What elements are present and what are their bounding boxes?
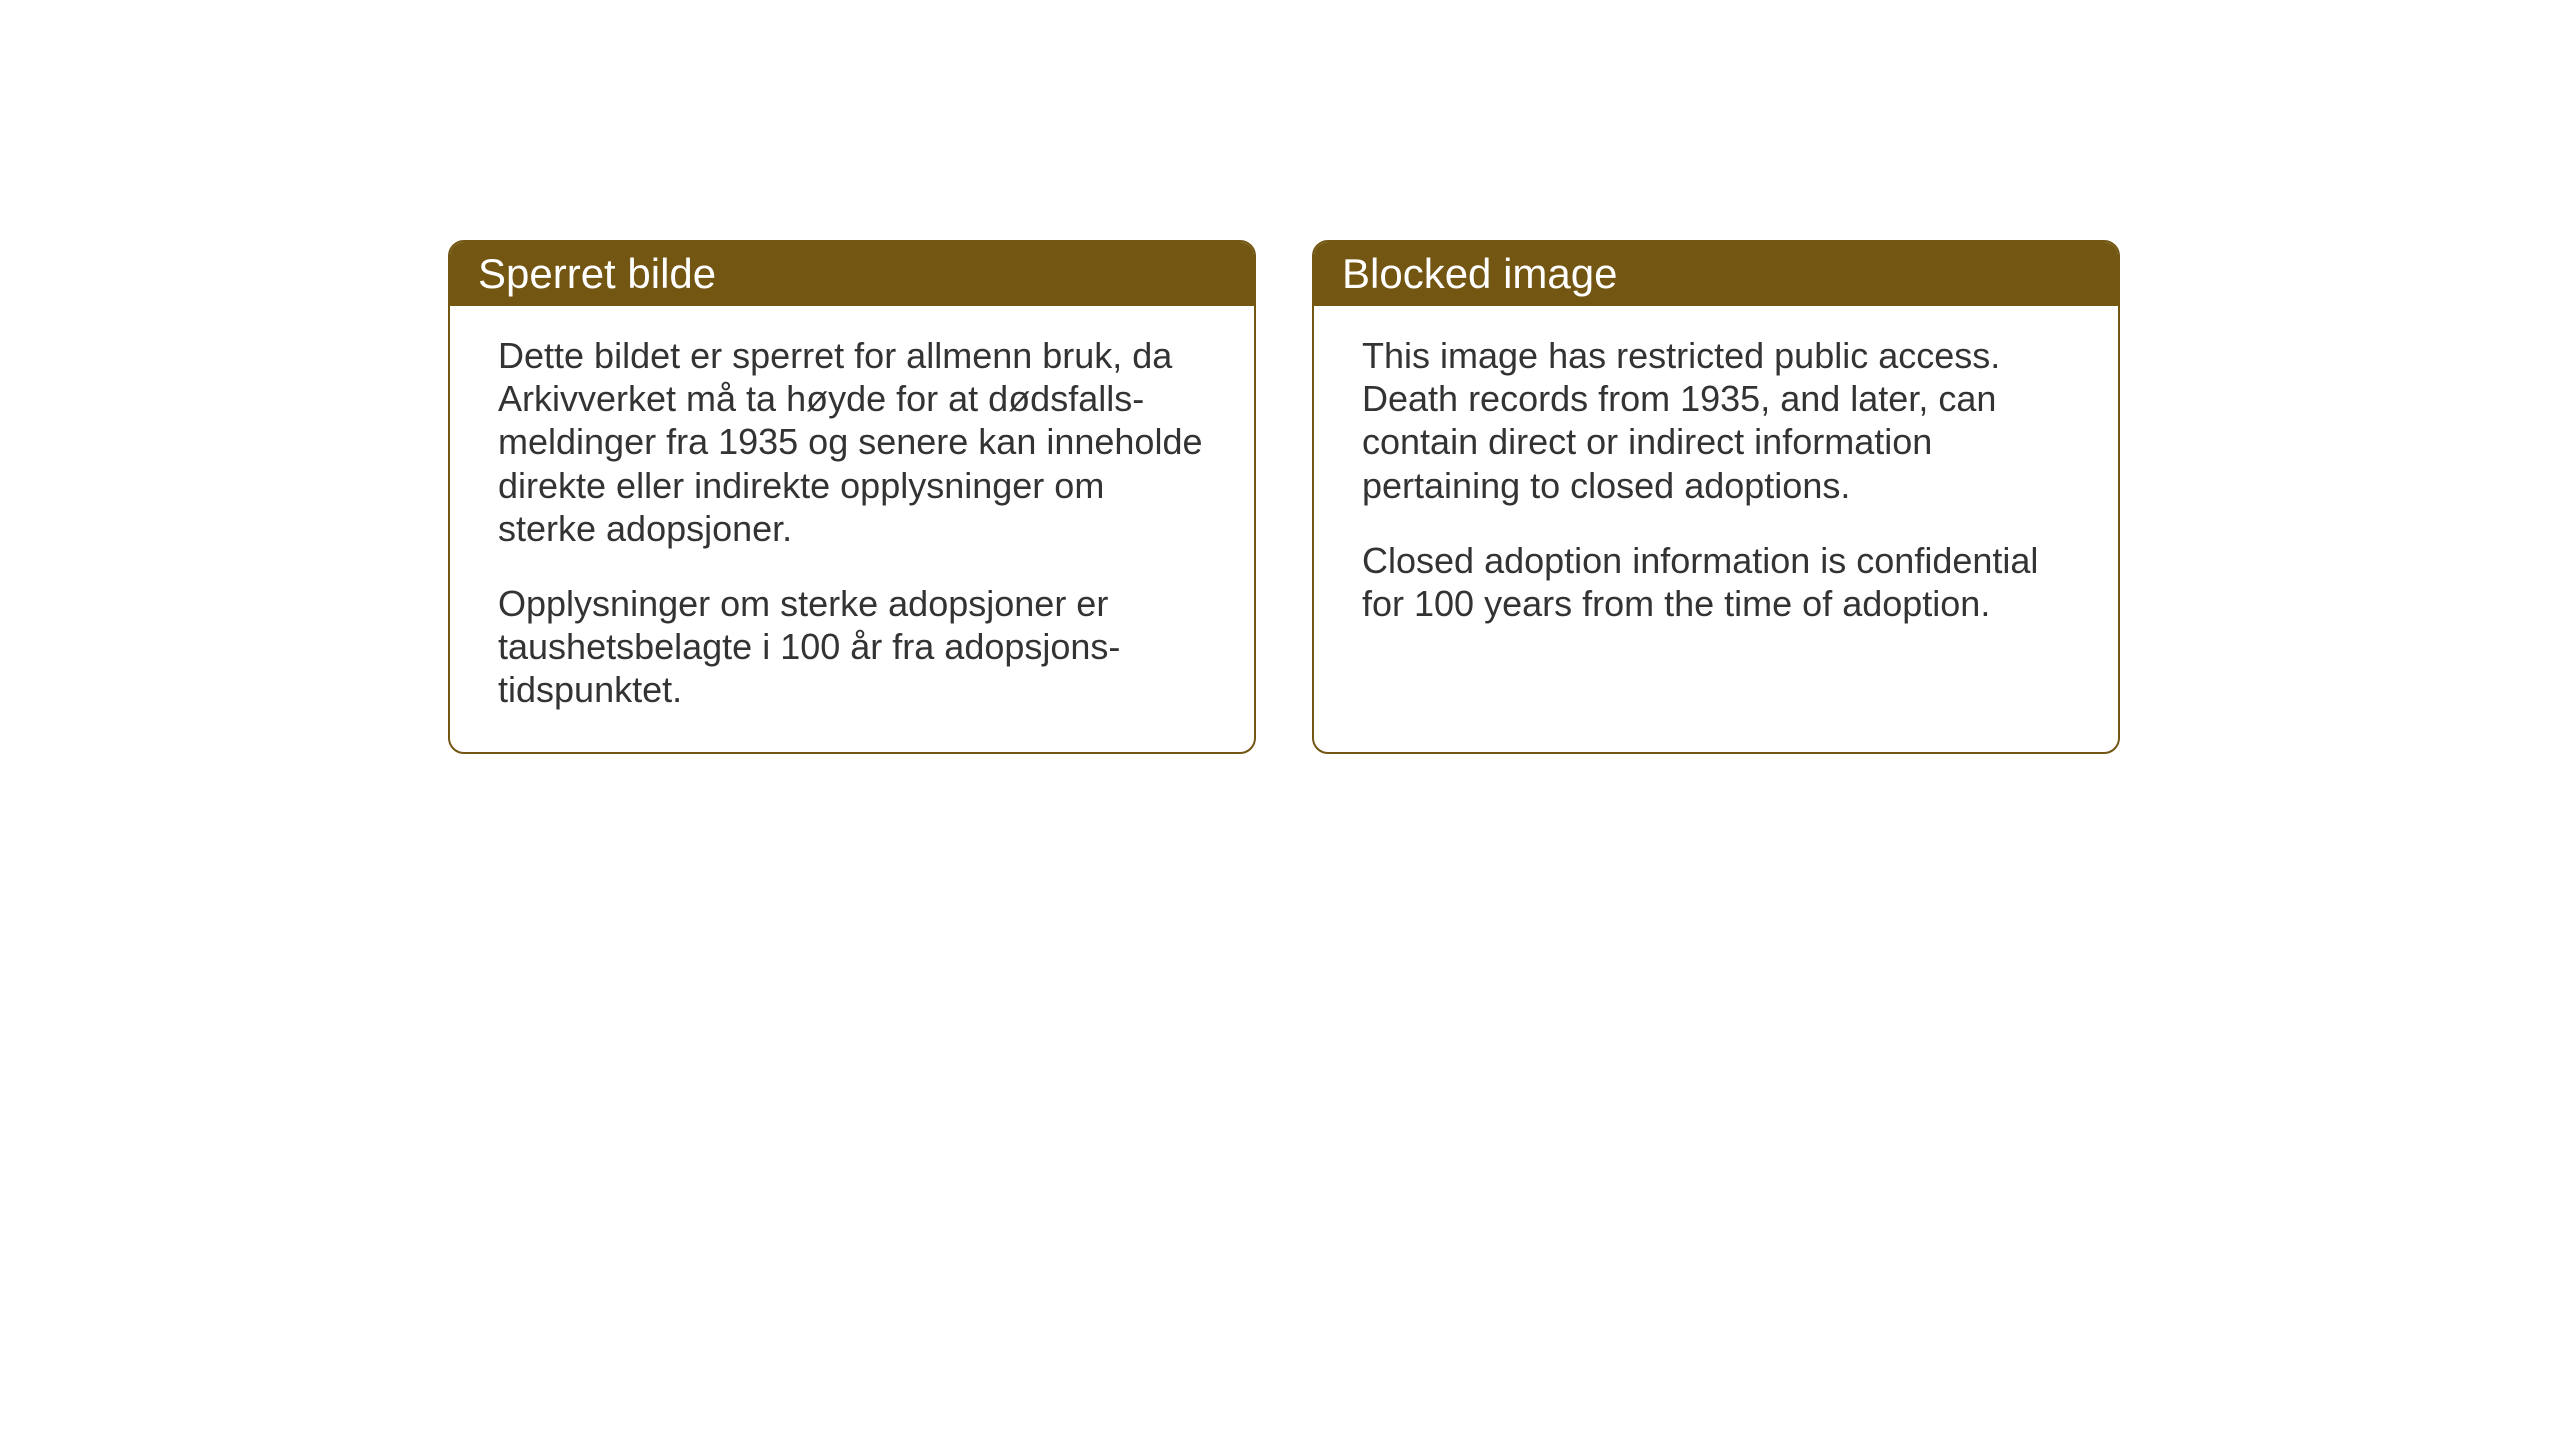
english-paragraph-1: This image has restricted public access.… — [1362, 334, 2070, 507]
norwegian-paragraph-1: Dette bildet er sperret for allmenn bruk… — [498, 334, 1206, 550]
english-card-body: This image has restricted public access.… — [1314, 306, 2118, 665]
norwegian-card-title: Sperret bilde — [450, 242, 1254, 306]
cards-container: Sperret bilde Dette bildet er sperret fo… — [448, 240, 2120, 754]
english-paragraph-2: Closed adoption information is confident… — [1362, 539, 2070, 625]
english-card: Blocked image This image has restricted … — [1312, 240, 2120, 754]
norwegian-card: Sperret bilde Dette bildet er sperret fo… — [448, 240, 1256, 754]
norwegian-card-body: Dette bildet er sperret for allmenn bruk… — [450, 306, 1254, 752]
english-card-title: Blocked image — [1314, 242, 2118, 306]
norwegian-paragraph-2: Opplysninger om sterke adopsjoner er tau… — [498, 582, 1206, 712]
